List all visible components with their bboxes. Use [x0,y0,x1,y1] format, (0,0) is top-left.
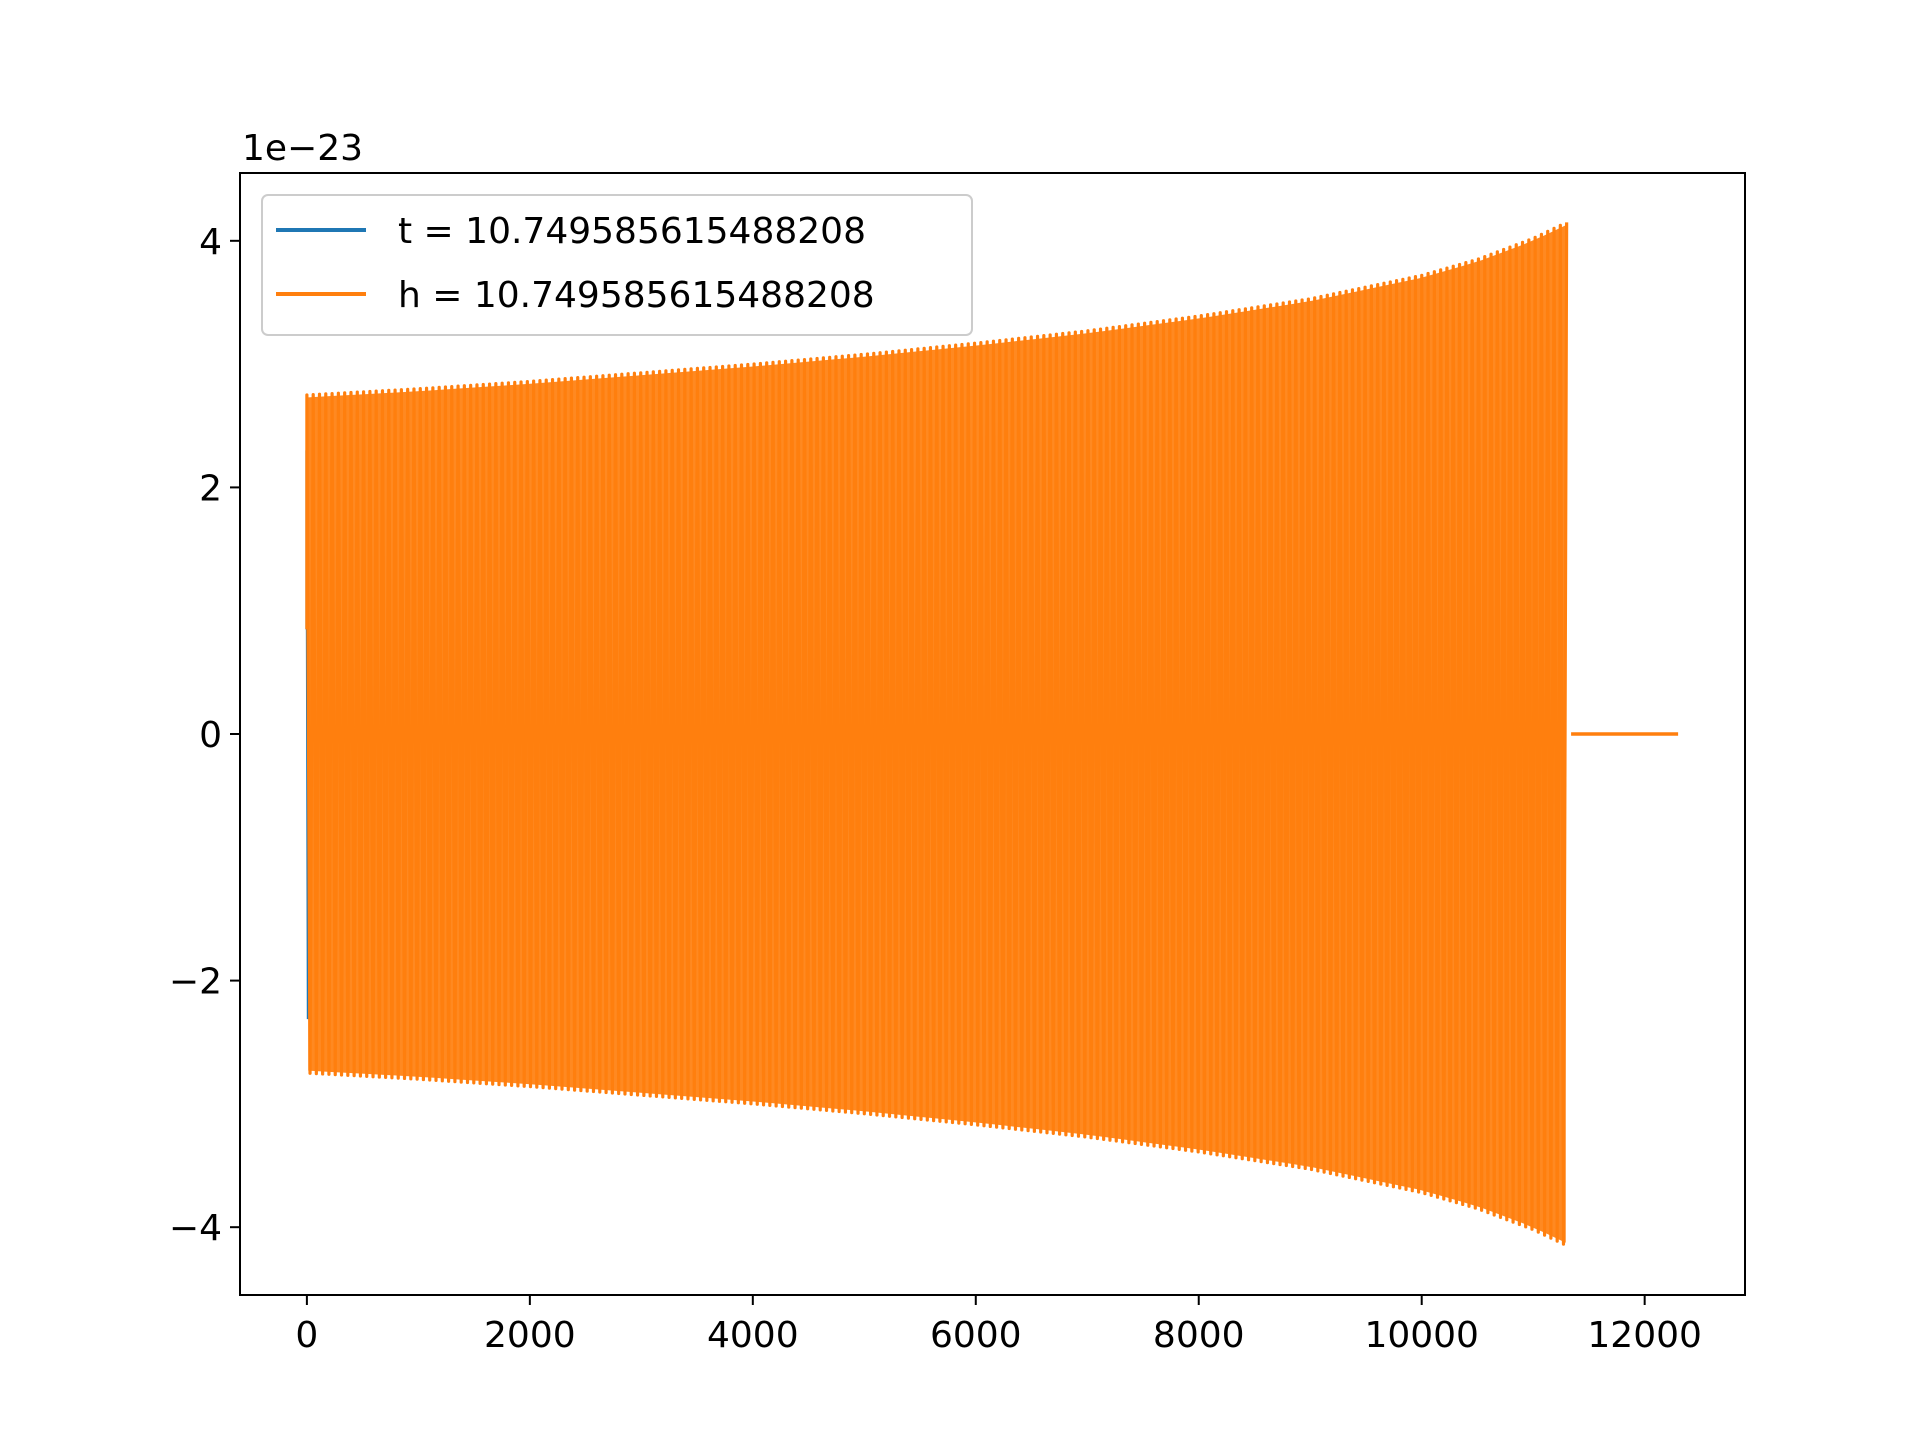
y-tick-label: −4 [169,1208,222,1249]
legend: t = 10.749585615488208 h = 10.7495856154… [261,194,973,336]
legend-box [261,194,973,336]
y-tick-label: 0 [199,715,222,756]
legend-label-t: t = 10.749585615488208 [398,211,866,252]
legend-label-h: h = 10.749585615488208 [398,275,875,316]
x-tick-label: 12000 [1587,1315,1702,1356]
y-tick-label: 4 [199,222,222,263]
x-tick-label: 8000 [1153,1315,1245,1356]
x-tick-label: 6000 [930,1315,1022,1356]
y-axis: −4 −2 0 2 4 [169,222,240,1249]
x-tick-label: 2000 [484,1315,576,1356]
x-tick-label: 4000 [707,1315,799,1356]
x-axis: 0 2000 4000 6000 8000 10000 12000 [295,1295,1702,1356]
series-fill-h [308,225,1566,1243]
y-tick-label: −2 [169,962,222,1003]
x-tick-label: 0 [295,1315,318,1356]
x-tick-label: 10000 [1364,1315,1479,1356]
series-layer [305,222,1679,1246]
y-offset-label: 1e−23 [242,128,363,169]
y-tick-label: 2 [199,468,222,509]
